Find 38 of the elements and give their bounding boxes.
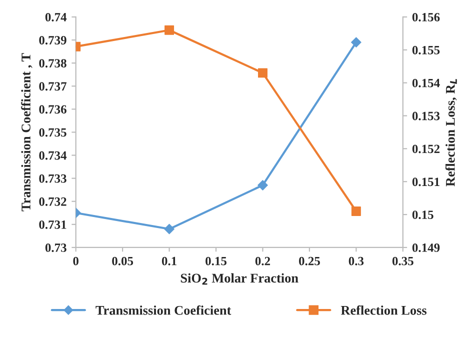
point bbox=[164, 25, 174, 35]
y2-tick-label: 0.156 bbox=[412, 12, 440, 22]
point bbox=[258, 68, 268, 78]
y2-tick-label: 0.149 bbox=[412, 243, 440, 252]
y-tick-label: 0.739 bbox=[39, 36, 66, 45]
x-tick-label: 0.25 bbox=[298, 256, 320, 266]
y-tick-label: 0.735 bbox=[39, 128, 66, 137]
point bbox=[350, 37, 362, 48]
x-tick-label: 0 bbox=[73, 256, 78, 266]
y-tick-label: 0.74 bbox=[45, 12, 67, 22]
point bbox=[164, 224, 174, 234]
y-tick-label: 0.736 bbox=[39, 105, 66, 114]
legend-label: Transmission Coeficient bbox=[96, 305, 232, 315]
x-tick-label: 0.35 bbox=[392, 256, 414, 266]
y2-tick-label: 0.15 bbox=[412, 210, 434, 220]
y-tick-label: 0.73 bbox=[45, 243, 66, 252]
y2-axis-title: Reflection Loss, R$_{L}$ bbox=[445, 78, 457, 186]
y-tick-label: 0.731 bbox=[39, 220, 66, 229]
y2-tick-label: 0.153 bbox=[412, 112, 440, 120]
y2-tick-label: 0.151 bbox=[412, 178, 440, 186]
y-tick-label: 0.737 bbox=[39, 82, 67, 91]
legend-label: Reflection Loss bbox=[340, 305, 426, 315]
y-tick-label: 0.734 bbox=[39, 151, 67, 160]
y2-tick-label: 0.152 bbox=[412, 144, 440, 154]
y2-tick-label: 0.155 bbox=[412, 46, 440, 54]
x-tick-label: 0.05 bbox=[112, 256, 134, 266]
x-tick-label: 0.2 bbox=[255, 256, 270, 266]
y-tick-label: 0.733 bbox=[39, 174, 66, 183]
y2-tick-label: 0.154 bbox=[412, 78, 440, 88]
y-axis-title: Transmission Coefficient , T bbox=[21, 53, 32, 212]
point bbox=[351, 206, 361, 216]
x-tick-label: 0.3 bbox=[348, 256, 364, 266]
x-axis-title: SiO$_{2}$ Molar Fraction bbox=[180, 273, 298, 285]
y-tick-label: 0.732 bbox=[39, 197, 66, 206]
x-tick-label: 0.15 bbox=[206, 256, 226, 266]
point bbox=[258, 180, 268, 190]
y-tick-label: 0.738 bbox=[39, 59, 66, 68]
x-tick-label: 0.1 bbox=[162, 256, 176, 266]
